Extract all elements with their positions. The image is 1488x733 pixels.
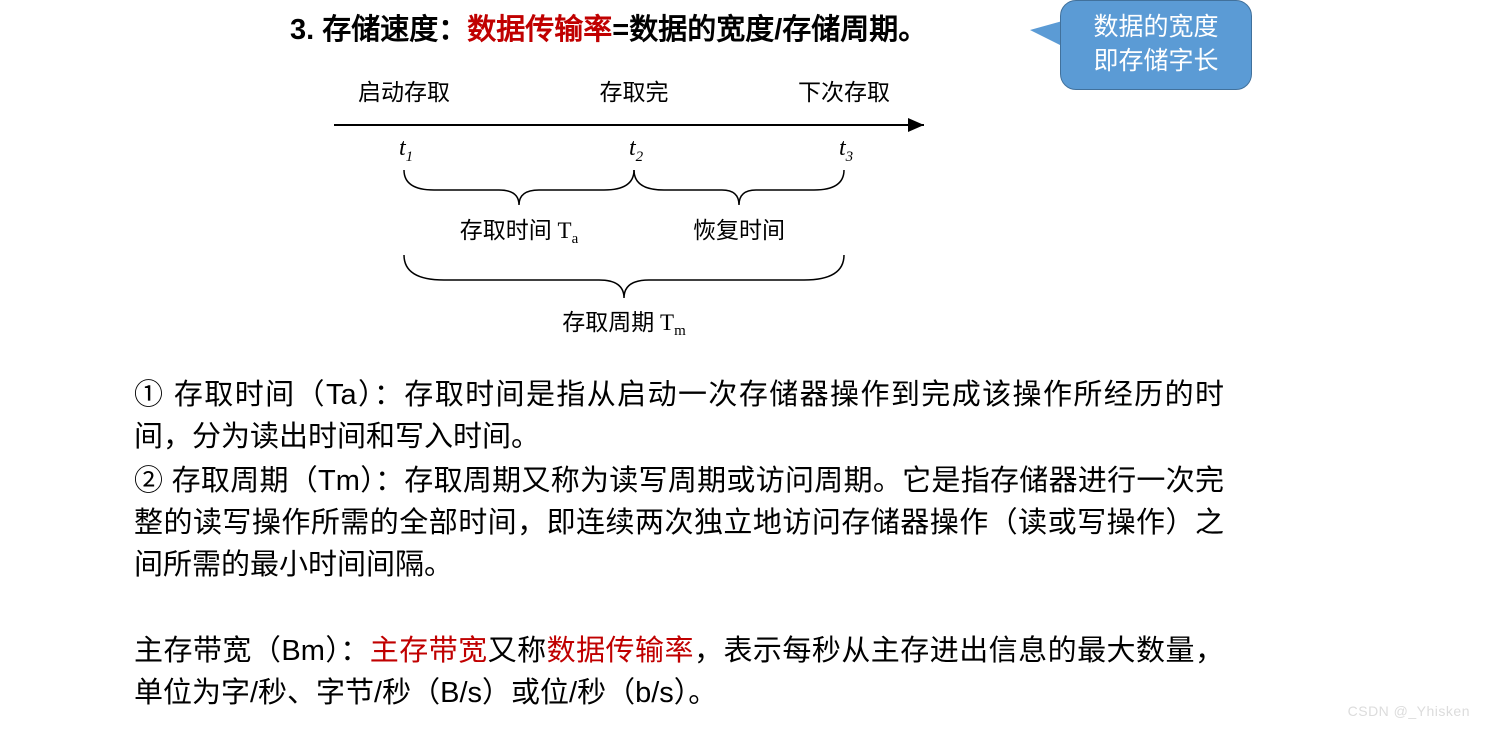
p3-r1: 主存带宽 (370, 635, 488, 667)
brace-cycle (404, 255, 844, 298)
label-recover-time: 恢复时间 (693, 218, 785, 243)
paragraph-1: ① 存取时间（Ta）：存取时间是指从启动一次存储器操作到完成该操作所经历的时间，… (134, 374, 1224, 458)
t1: t1 (399, 135, 413, 165)
p3-mid: 又称 (488, 635, 547, 667)
heading-prefix: 3. 存储速度： (290, 14, 467, 46)
heading-rest: =数据的宽度/存储周期。 (612, 14, 927, 46)
callout-bubble: 数据的宽度 即存储字长 (1060, 0, 1252, 90)
brace-access (404, 170, 634, 205)
brace-recover (634, 170, 844, 205)
p3-a: 主存带宽（Bm）： (134, 635, 370, 667)
paragraph-2: ② 存取周期（Tm）：存取周期又称为读写周期或访问周期。它是指存储器进行一次完整… (134, 460, 1224, 586)
timeline-arrowhead (908, 118, 924, 132)
timing-diagram: 启动存取 存取完 下次存取 t1 t2 t3 存取时间 Ta 恢复时间 存取周期… (304, 60, 964, 340)
label-cycle-time: 存取周期 Tm (562, 310, 686, 339)
t2: t2 (629, 135, 644, 165)
watermark: CSDN @_Yhisken (1348, 703, 1470, 719)
heading-rate: 数据传输率 (467, 14, 612, 46)
label-next: 下次存取 (798, 80, 890, 105)
label-start: 启动存取 (358, 80, 450, 105)
t3: t3 (839, 135, 853, 165)
label-access-time: 存取时间 Ta (460, 218, 579, 247)
heading-line: 3. 存储速度：数据传输率=数据的宽度/存储周期。 (290, 6, 927, 48)
callout-line1: 数据的宽度 (1093, 13, 1218, 41)
paragraph-3: 主存带宽（Bm）：主存带宽又称数据传输率，表示每秒从主存进出信息的最大数量，单位… (134, 630, 1224, 714)
callout-line2: 即存储字长 (1093, 47, 1218, 75)
label-done: 存取完 (600, 80, 669, 105)
p3-r2: 数据传输率 (547, 635, 694, 667)
